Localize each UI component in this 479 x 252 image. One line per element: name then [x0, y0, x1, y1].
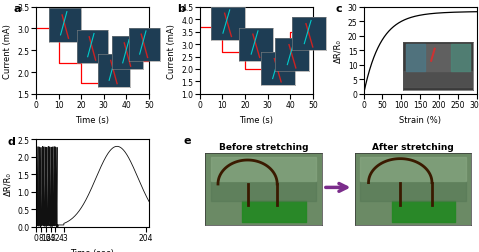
Text: a: a: [13, 4, 21, 14]
X-axis label: Strain (%): Strain (%): [399, 115, 441, 124]
Text: c: c: [335, 4, 342, 14]
Y-axis label: ΔR/R₀: ΔR/R₀: [3, 171, 12, 195]
X-axis label: Time (s): Time (s): [240, 115, 273, 124]
Y-axis label: ΔR/R₀: ΔR/R₀: [333, 39, 342, 63]
X-axis label: Time (s): Time (s): [75, 115, 109, 124]
X-axis label: Time (sec): Time (sec): [70, 247, 114, 252]
Text: b: b: [177, 4, 185, 14]
Text: After stretching: After stretching: [372, 142, 454, 151]
Text: Before stretching: Before stretching: [219, 142, 308, 151]
Text: d: d: [8, 136, 15, 146]
Y-axis label: Current (mA): Current (mA): [167, 24, 176, 78]
Text: e: e: [183, 136, 191, 145]
Y-axis label: Current (mA): Current (mA): [3, 24, 12, 78]
